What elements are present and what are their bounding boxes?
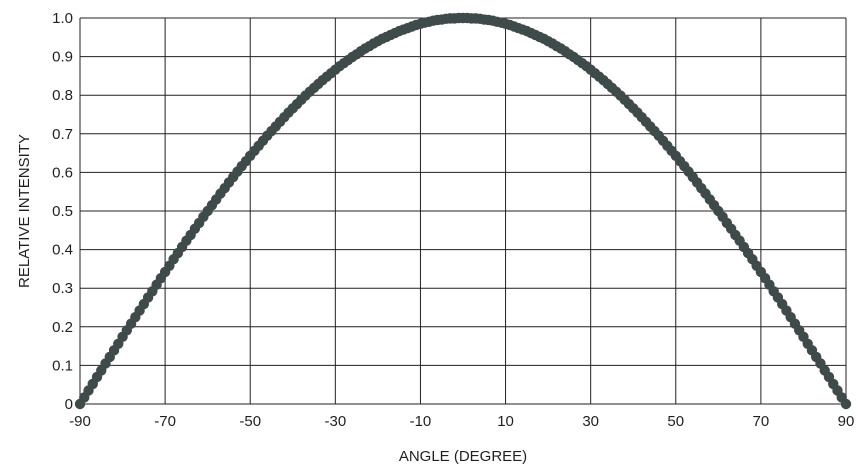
- x-tick-label: 10: [497, 413, 514, 430]
- x-tick-label: -70: [154, 413, 176, 430]
- x-tick-labels: -90 -70 -50 -30 -10 10 30 50 70 90: [69, 413, 854, 430]
- y-tick-labels: 0 0.1 0.2 0.3 0.4 0.5 0.6 0.7 0.8 0.9 1.0: [52, 10, 73, 413]
- y-tick-label: 0.7: [52, 126, 73, 143]
- y-tick-label: 0.9: [52, 49, 73, 66]
- y-tick-label: 0.2: [52, 319, 73, 336]
- points-layer: [74, 12, 852, 410]
- data-point: [840, 398, 852, 410]
- x-tick-label: -90: [69, 413, 91, 430]
- x-tick-label: -30: [324, 413, 346, 430]
- x-axis-title: ANGLE (DEGREE): [399, 448, 527, 465]
- x-tick-label: -10: [410, 413, 432, 430]
- y-tick-label: 1.0: [52, 10, 73, 27]
- x-tick-label: 90: [838, 413, 855, 430]
- y-tick-label: 0.5: [52, 203, 73, 220]
- y-tick-label: 0: [65, 396, 73, 413]
- y-tick-label: 0.4: [52, 242, 73, 259]
- x-tick-label: 70: [753, 413, 770, 430]
- y-tick-label: 0.3: [52, 280, 73, 297]
- y-tick-label: 0.6: [52, 164, 73, 181]
- x-tick-label: 50: [667, 413, 684, 430]
- y-axis-title: RELATIVE INTENSITY: [16, 134, 33, 288]
- y-tick-label: 0.8: [52, 87, 73, 104]
- x-tick-label: -50: [239, 413, 261, 430]
- y-tick-label: 0.1: [52, 357, 73, 374]
- x-tick-label: 30: [582, 413, 599, 430]
- grid-layer: [79, 17, 847, 405]
